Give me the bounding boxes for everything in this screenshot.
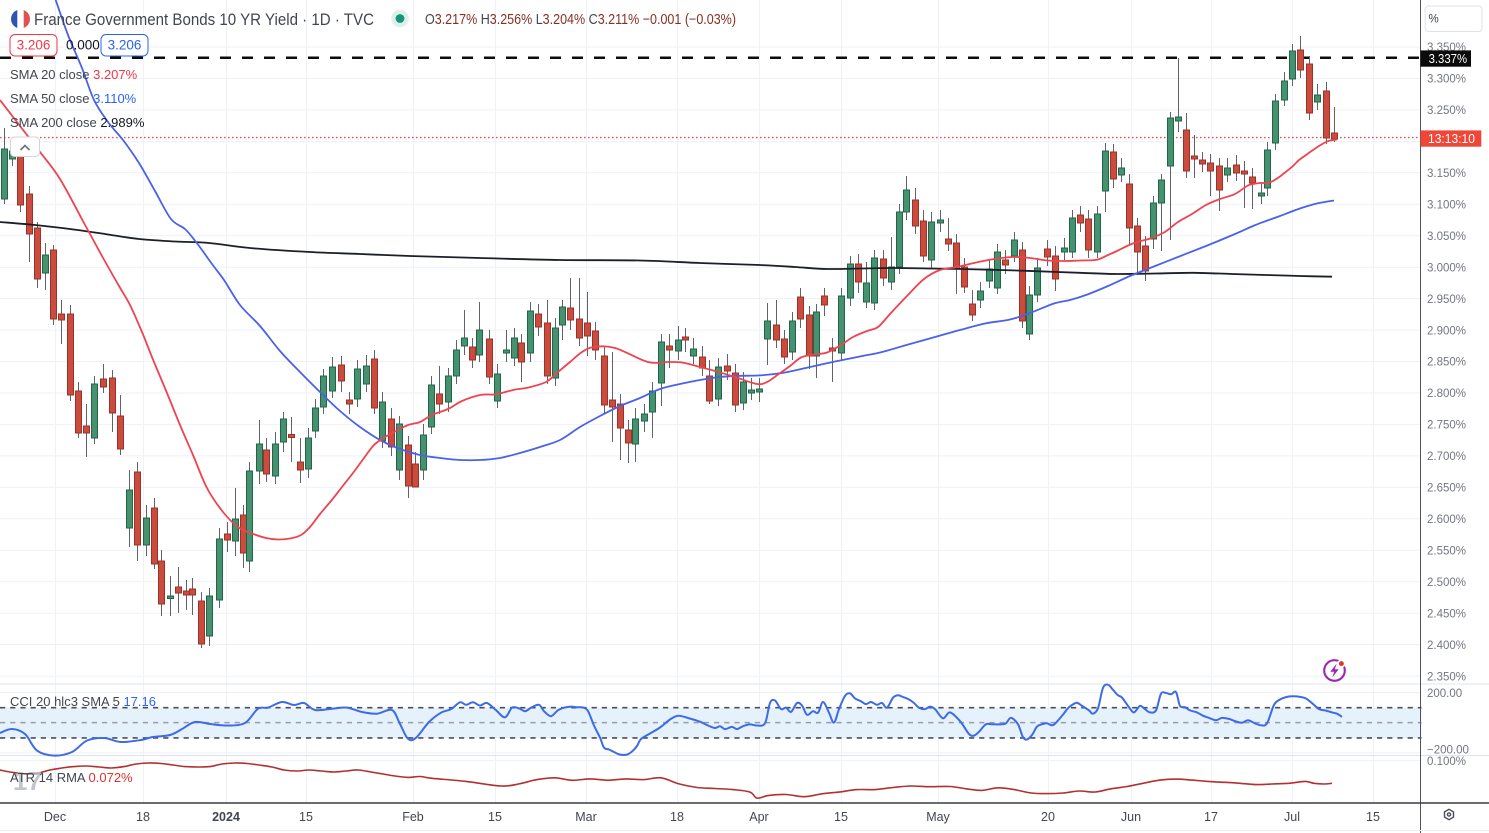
svg-text:2.500%: 2.500% (1427, 577, 1466, 589)
svg-text:2.650%: 2.650% (1427, 483, 1466, 495)
svg-text:%: % (1429, 14, 1439, 26)
svg-text:ATR 14 RMA 0.072%: ATR 14 RMA 0.072% (10, 770, 133, 785)
svg-text:SMA 50 close 3.110%: SMA 50 close 3.110% (10, 91, 137, 106)
svg-text:3.206: 3.206 (17, 38, 51, 53)
svg-text:−200.00: −200.00 (1427, 744, 1469, 756)
svg-text:2.700%: 2.700% (1427, 451, 1466, 463)
svg-text:15: 15 (488, 810, 502, 824)
svg-text:0.100%: 0.100% (1427, 756, 1466, 768)
svg-text:18: 18 (136, 810, 150, 824)
svg-text:17: 17 (1204, 810, 1218, 824)
svg-text:2.950%: 2.950% (1427, 294, 1466, 306)
svg-text:2.850%: 2.850% (1427, 357, 1466, 369)
svg-text:2.900%: 2.900% (1427, 325, 1466, 337)
svg-text:Feb: Feb (402, 810, 424, 824)
svg-text:2.350%: 2.350% (1427, 671, 1466, 683)
svg-text:3.150%: 3.150% (1427, 168, 1466, 180)
svg-text:15: 15 (299, 810, 313, 824)
svg-text:18: 18 (670, 810, 684, 824)
svg-text:2.550%: 2.550% (1427, 545, 1466, 557)
svg-text:15: 15 (1366, 810, 1380, 824)
svg-text:3.337%: 3.337% (1429, 52, 1468, 66)
svg-text:17: 17 (13, 766, 42, 796)
svg-text:Mar: Mar (575, 810, 597, 824)
svg-text:Apr: Apr (749, 810, 768, 824)
svg-text:2.750%: 2.750% (1427, 420, 1466, 432)
svg-text:2.800%: 2.800% (1427, 388, 1466, 400)
svg-text:20: 20 (1041, 810, 1055, 824)
svg-text:Jul: Jul (1284, 810, 1300, 824)
svg-text:3.100%: 3.100% (1427, 200, 1466, 212)
svg-text:3.000%: 3.000% (1427, 262, 1466, 274)
svg-text:Jun: Jun (1121, 810, 1141, 824)
svg-text:2.400%: 2.400% (1427, 640, 1466, 652)
svg-text:0.000: 0.000 (66, 38, 100, 53)
svg-text:Dec: Dec (44, 810, 66, 824)
svg-text:France Government Bonds 10 YR: France Government Bonds 10 YR Yield · 1D… (34, 10, 374, 29)
svg-text:3.250%: 3.250% (1427, 105, 1466, 117)
svg-text:15: 15 (834, 810, 848, 824)
svg-text:2024: 2024 (212, 810, 240, 824)
svg-text:2.600%: 2.600% (1427, 514, 1466, 526)
svg-text:200.00: 200.00 (1427, 688, 1462, 700)
svg-text:3.206: 3.206 (108, 38, 142, 53)
svg-text:SMA 20 close 3.207%: SMA 20 close 3.207% (10, 67, 138, 82)
svg-text:May: May (926, 810, 950, 824)
svg-text:SMA 200 close 2.989%: SMA 200 close 2.989% (10, 115, 145, 130)
svg-text:13:13:10: 13:13:10 (1428, 132, 1475, 146)
svg-text:3.300%: 3.300% (1427, 74, 1466, 86)
svg-text:CCI 20 hlc3 SMA 5 17.16: CCI 20 hlc3 SMA 5 17.16 (10, 694, 156, 709)
svg-text:2.450%: 2.450% (1427, 608, 1466, 620)
svg-text:O3.217% H3.256% L3.204% C3.211: O3.217% H3.256% L3.204% C3.211% −0.001 (… (425, 12, 736, 28)
svg-text:3.050%: 3.050% (1427, 231, 1466, 243)
